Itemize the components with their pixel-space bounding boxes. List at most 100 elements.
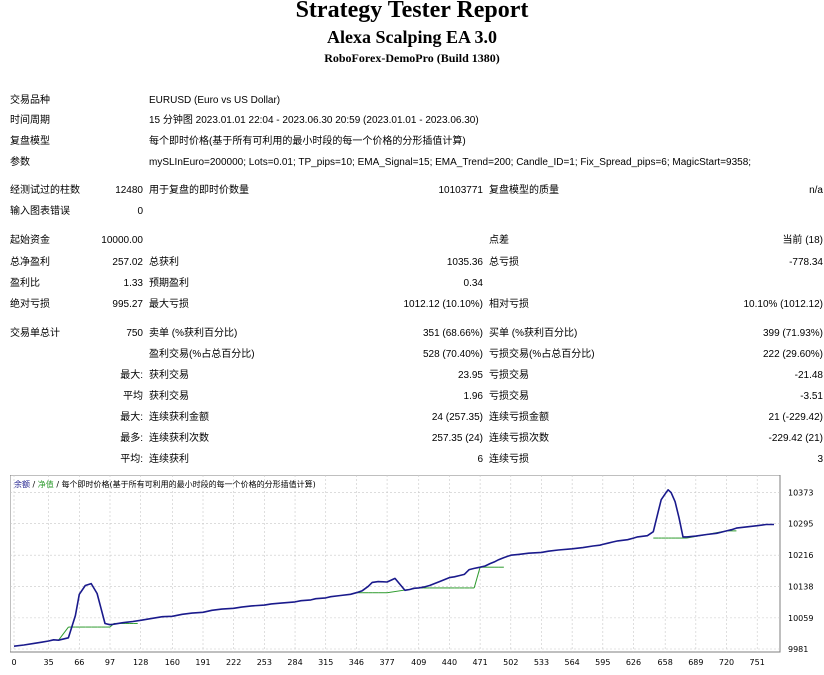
abs-drawdown-label: 绝对亏损 (10, 299, 50, 310)
max-consec-losses-label: 连续亏损金额 (489, 412, 549, 423)
legend-separator-2: / (54, 480, 62, 489)
balance-line (13, 489, 774, 647)
gross-loss-label: 总亏损 (489, 257, 519, 268)
max-prefix: 最大: (120, 412, 143, 423)
errors-value: 0 (137, 206, 143, 217)
ticks-label: 用于复盘的即时价数量 (149, 185, 249, 196)
legend-balance: 余额 (14, 479, 30, 489)
spread-value: 当前 (18) (782, 235, 823, 246)
profit-factor-value: 1.33 (123, 278, 143, 289)
params-label: 参数 (10, 157, 30, 168)
x-tick-label: 222 (226, 658, 241, 667)
period-value: 15 分钟图 2023.01.01 22:04 - 2023.06.30 20:… (149, 115, 479, 126)
x-tick-label: 720 (719, 658, 734, 667)
deposit-value: 10000.00 (101, 235, 143, 246)
x-tick-label: 689 (688, 658, 703, 667)
server-info: RoboForex-DemoPro (Build 1380) (324, 51, 500, 65)
most-consec-loss-value: -229.42 (21) (768, 433, 823, 444)
symbol-value: EURUSD (Euro vs US Dollar) (149, 95, 281, 106)
y-tick-label: 10373 (788, 489, 813, 498)
x-tick-label: 626 (626, 658, 641, 667)
most-consec-profit-label: 连续获利次数 (149, 433, 209, 444)
x-tick-label: 595 (595, 658, 610, 667)
largest-prefix: 最大: (120, 370, 143, 381)
max-consec-losses-value: 21 (-229.42) (768, 412, 823, 423)
net-profit-label: 总净盈利 (10, 257, 50, 268)
quality-value: n/a (809, 185, 823, 196)
chart-series (13, 489, 774, 647)
legend-equity: 净值 (38, 479, 54, 489)
average-prefix: 平均 (123, 391, 143, 402)
chart-grid (10, 475, 780, 652)
x-tick-label: 97 (105, 658, 115, 667)
y-tick-labels: 9981 10059 10138 10216 10295 10373 (788, 489, 813, 654)
avg-prefix: 平均: (120, 454, 143, 465)
x-tick-label: 191 (195, 658, 210, 667)
chart-legend: 余额 / 净值 / 每个即时价格(基于所有可利用的最小时段的每一个价格的分形插值… (14, 479, 316, 489)
x-tick-label: 315 (318, 658, 333, 667)
max-drawdown-label: 最大亏损 (149, 299, 189, 310)
loss-trades-label: 亏损交易(%占总百分比) (489, 349, 595, 360)
x-tick-label: 440 (442, 658, 457, 667)
max-consec-wins-value: 24 (257.35) (431, 412, 483, 423)
params-value: mySLInEuro=200000; Lots=0.01; TP_pips=10… (149, 157, 752, 168)
balance-chart: 9981 10059 10138 10216 10295 10373 0 35 66 97 128… (10, 475, 813, 667)
legend-separator-1: / (30, 480, 38, 489)
y-tick-label: 10138 (788, 582, 813, 591)
avg-consec-wins-label: 连续获利 (149, 454, 189, 465)
profit-factor-label: 盈利比 (10, 278, 40, 289)
most-consec-profit-value: 257.35 (24) (431, 433, 483, 444)
gross-profit-label: 总获利 (149, 257, 179, 268)
expected-payoff-label: 预期盈利 (149, 278, 189, 289)
avg-consec-losses-label: 连续亏损 (489, 454, 529, 465)
largest-profit-value: 23.95 (457, 370, 483, 381)
average-profit-label: 获利交易 (149, 391, 189, 402)
equity-segment (473, 567, 481, 589)
profit-trades-value: 528 (70.40%) (422, 349, 483, 360)
x-tick-label: 35 (44, 658, 54, 667)
max-consec-wins-label: 连续获利金额 (149, 412, 209, 423)
symbol-label: 交易品种 (10, 95, 50, 106)
x-tick-label: 346 (349, 658, 364, 667)
x-tick-label: 471 (472, 658, 487, 667)
total-trades-value: 750 (126, 328, 143, 339)
ea-name: Alexa Scalping EA 3.0 (326, 27, 498, 47)
x-tick-label: 0 (11, 658, 16, 667)
x-tick-label: 284 (287, 658, 302, 667)
x-tick-label: 128 (133, 658, 148, 667)
largest-profit-label: 获利交易 (149, 370, 189, 381)
largest-loss-value: -21.48 (794, 370, 823, 381)
x-tick-label: 564 (564, 658, 579, 667)
most-prefix: 最多: (120, 433, 143, 444)
equity-segment (58, 626, 69, 641)
average-loss-label: 亏损交易 (489, 391, 529, 402)
rel-drawdown-label: 相对亏损 (489, 299, 529, 310)
y-tick-label: 9981 (788, 645, 808, 654)
model-label: 复盘模型 (10, 136, 50, 147)
x-tick-label: 160 (165, 658, 180, 667)
errors-label: 输入图表错误 (10, 206, 70, 217)
rel-drawdown-value: 10.10% (1012.12) (743, 299, 823, 310)
total-trades-label: 交易单总计 (10, 328, 60, 339)
x-tick-label: 66 (74, 658, 84, 667)
long-positions-value: 399 (71.93%) (762, 328, 823, 339)
largest-loss-label: 亏损交易 (489, 370, 529, 381)
long-positions-label: 买单 (%获利百分比) (489, 328, 578, 339)
spread-label: 点差 (489, 235, 509, 246)
deposit-label: 起始资金 (10, 235, 50, 246)
max-drawdown-value: 1012.12 (10.10%) (403, 299, 483, 310)
legend-model: 每个即时价格(基于所有可利用的最小时段的每一个价格的分形插值计算) (62, 479, 316, 489)
average-profit-value: 1.96 (463, 391, 483, 402)
x-tick-label: 533 (534, 658, 549, 667)
y-tick-label: 10295 (788, 520, 813, 529)
abs-drawdown-value: 995.27 (112, 299, 143, 310)
gross-profit-value: 1035.36 (446, 257, 483, 268)
most-consec-loss-label: 连续亏损次数 (489, 433, 549, 444)
x-tick-label: 658 (658, 658, 673, 667)
avg-consec-wins-value: 6 (477, 454, 483, 465)
chart-frame (10, 475, 781, 653)
period-label: 时间周期 (10, 115, 50, 126)
model-value: 每个即时价格(基于所有可利用的最小时段的每一个价格的分形插值计算) (149, 136, 466, 147)
avg-consec-losses-value: 3 (817, 454, 823, 465)
net-profit-value: 257.02 (112, 257, 143, 268)
